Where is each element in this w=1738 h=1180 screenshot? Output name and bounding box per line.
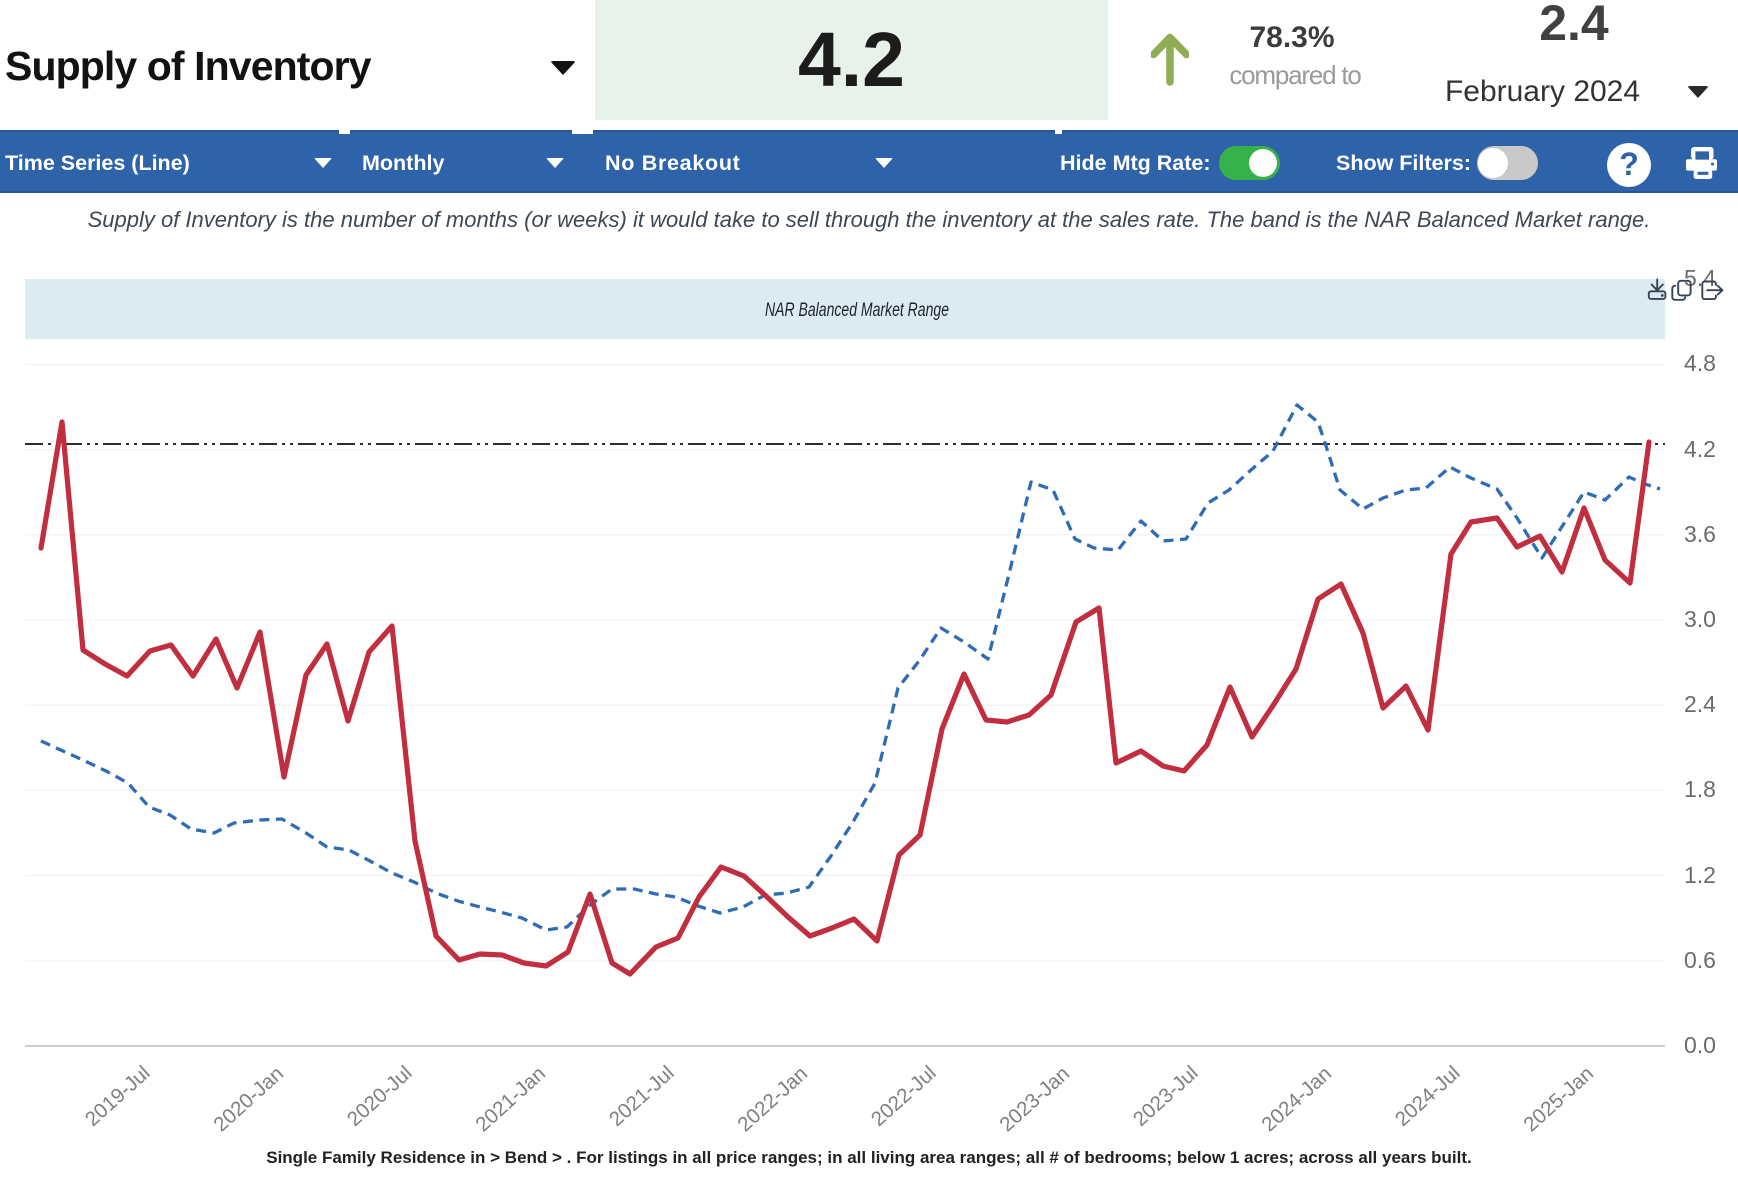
svg-text:3.0: 3.0 bbox=[1684, 606, 1716, 632]
svg-text:4.2: 4.2 bbox=[1684, 436, 1716, 462]
svg-text:NAR Balanced Market Range: NAR Balanced Market Range bbox=[765, 300, 949, 321]
svg-text:2021-Jan: 2021-Jan bbox=[471, 1062, 550, 1136]
svg-text:1.8: 1.8 bbox=[1684, 776, 1716, 802]
svg-text:1.2: 1.2 bbox=[1684, 862, 1716, 888]
svg-text:2021-Jul: 2021-Jul bbox=[605, 1061, 679, 1131]
svg-text:2022-Jul: 2022-Jul bbox=[867, 1061, 941, 1131]
svg-text:2.4: 2.4 bbox=[1684, 691, 1716, 717]
svg-text:2024-Jul: 2024-Jul bbox=[1391, 1061, 1465, 1131]
svg-text:2019-Jul: 2019-Jul bbox=[81, 1061, 155, 1131]
svg-text:3.6: 3.6 bbox=[1684, 521, 1716, 547]
svg-text:2023-Jul: 2023-Jul bbox=[1129, 1061, 1203, 1131]
svg-text:2023-Jan: 2023-Jan bbox=[995, 1062, 1074, 1136]
svg-text:5.4: 5.4 bbox=[1684, 265, 1716, 291]
svg-text:2024-Jan: 2024-Jan bbox=[1257, 1062, 1336, 1136]
svg-text:4.8: 4.8 bbox=[1684, 350, 1716, 376]
svg-text:0.6: 0.6 bbox=[1684, 947, 1716, 973]
svg-text:2020-Jul: 2020-Jul bbox=[343, 1061, 417, 1131]
svg-text:2025-Jan: 2025-Jan bbox=[1519, 1062, 1598, 1136]
svg-text:2022-Jan: 2022-Jan bbox=[733, 1062, 812, 1136]
svg-text:0.0: 0.0 bbox=[1684, 1032, 1716, 1058]
svg-text:2020-Jan: 2020-Jan bbox=[209, 1062, 288, 1136]
